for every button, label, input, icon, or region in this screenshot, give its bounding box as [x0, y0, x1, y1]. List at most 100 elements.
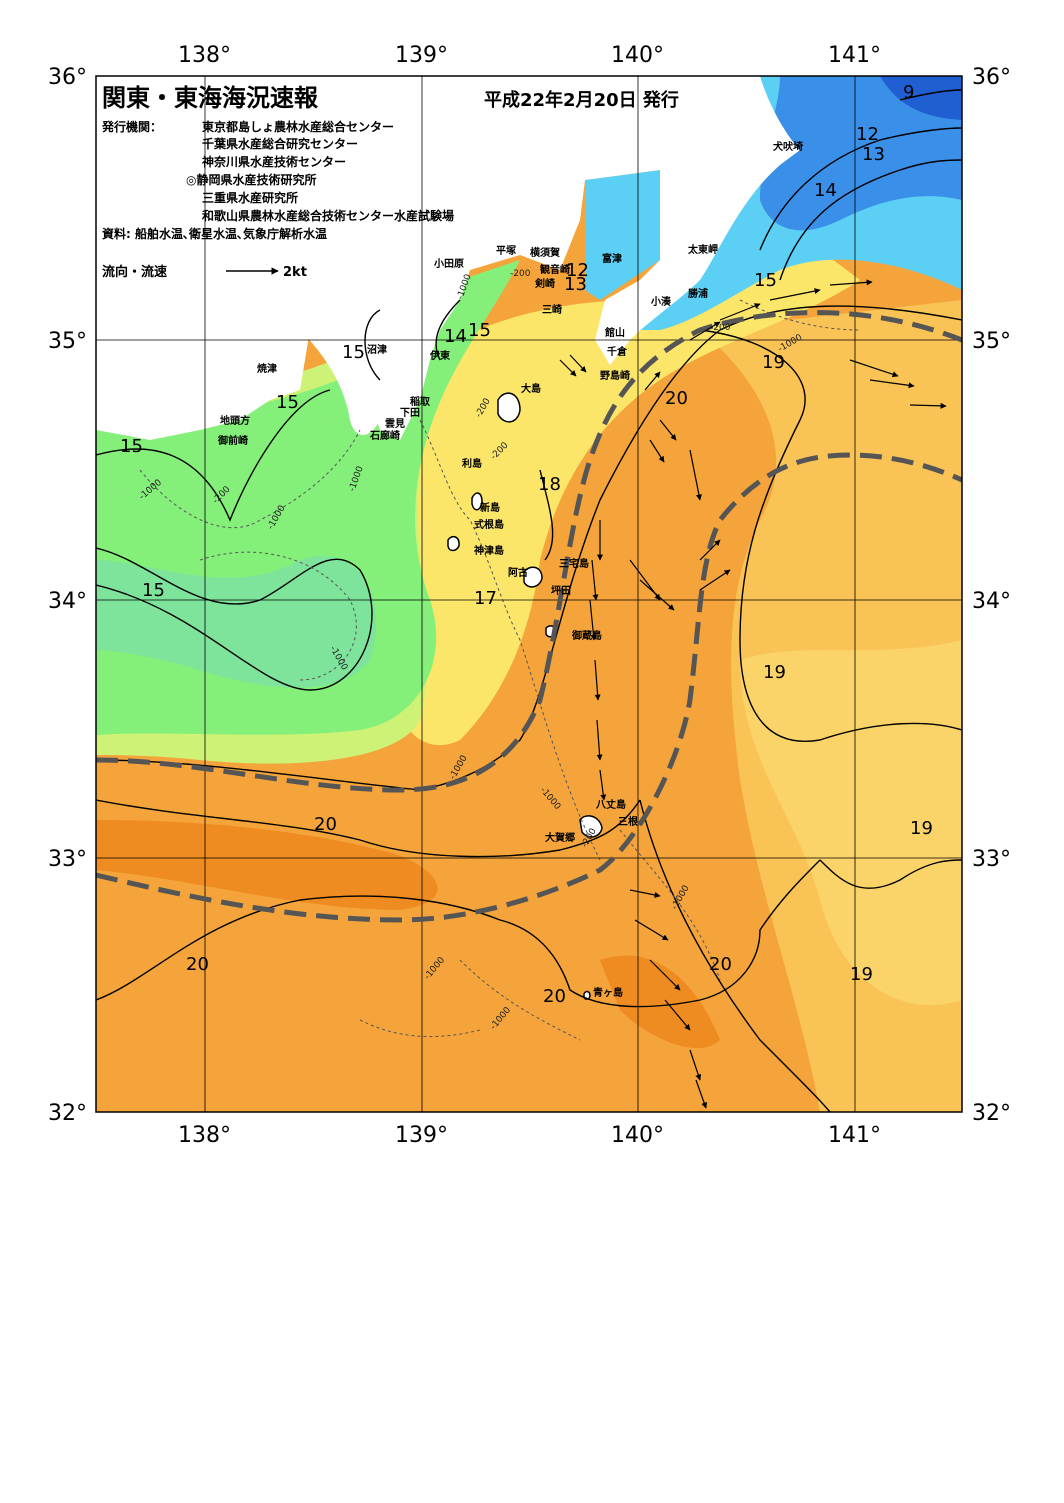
island-kozushima [447, 535, 460, 552]
isotherm-label: 15 [342, 342, 365, 363]
isotherm-label: 15 [754, 270, 777, 291]
place-label: 犬吠埼 [773, 140, 803, 153]
lat-label-left: 35° [48, 329, 87, 354]
place-label: 千倉 [607, 345, 628, 358]
map-body [96, 76, 962, 1112]
isotherm-label: 9 [903, 82, 914, 103]
place-label: 富津 [602, 252, 622, 265]
publisher-item: 東京都島しょ農林水産総合センター [202, 119, 394, 134]
place-label: 太東岬 [687, 243, 718, 256]
island-oshima [497, 392, 521, 423]
place-label: 石廊崎 [369, 429, 400, 442]
place-label: 御蔵島 [571, 629, 602, 642]
place-label: 伊東 [429, 349, 450, 362]
place-label: 野島崎 [600, 369, 630, 382]
lon-label-top: 141° [828, 43, 881, 68]
map-title: 関東・東海海況速報 [102, 84, 319, 112]
place-label: 剣崎 [534, 277, 555, 290]
place-label: 焼津 [257, 362, 277, 375]
publisher-label: 発行機関： [101, 119, 162, 134]
place-label: 坪田 [551, 584, 571, 597]
isotherm-label: 20 [186, 954, 209, 975]
isotherm-label: 12 [566, 260, 589, 281]
isotherm-label: 15 [120, 436, 143, 457]
place-label: 沼津 [367, 343, 387, 356]
lon-label-top: 140° [611, 43, 664, 68]
isotherm-label: 14 [814, 180, 837, 201]
place-label: 式根島 [474, 518, 504, 531]
isotherm-labels: 9 12 13 14 15 15 15 15 15 14 15 12 13 19… [120, 82, 933, 1007]
depth-label: -200 [710, 323, 731, 333]
place-label: 下田 [400, 407, 420, 419]
place-label: 神津島 [474, 544, 504, 557]
place-label: 阿古 [508, 566, 528, 579]
place-label: 観音崎 [540, 263, 570, 276]
isotherm-label: 19 [850, 964, 873, 985]
place-label: 利島 [462, 457, 482, 470]
deep-blue-water-ne [880, 76, 962, 120]
current-arrows [559, 279, 947, 1109]
depth-label: -200 [510, 269, 531, 279]
place-label: 大賀郷 [545, 831, 575, 844]
isotherm-label: 15 [276, 392, 299, 413]
kuroshio-axis [96, 310, 962, 923]
land-izu-peninsula [300, 300, 392, 435]
place-label: 平塚 [496, 244, 516, 257]
pale-water-east [740, 640, 962, 1006]
place-label: 三宅島 [559, 557, 589, 570]
lon-label-bottom: 138° [178, 1123, 231, 1148]
blue-water-north [760, 76, 962, 231]
lat-label-left: 34° [48, 589, 87, 614]
isotherm-label: 18 [538, 474, 561, 495]
isotherm-label: 19 [910, 818, 933, 839]
isotherm-label: 14 [444, 326, 467, 347]
land-honshu [96, 76, 800, 440]
lon-label-bottom: 139° [395, 1123, 448, 1148]
isotherm-label: 17 [474, 588, 497, 609]
isotherm-label: 15 [142, 580, 165, 601]
place-label: 小湊 [650, 295, 672, 308]
lon-label-top: 139° [395, 43, 448, 68]
lat-labels: 36° 35° 34° 33° 32° 36° 35° 34° 33° 32° [48, 65, 1011, 1126]
publisher-item: ◎静岡県水産技術研究所 [186, 172, 316, 187]
isotherm-label: 20 [665, 388, 688, 409]
isotherm-label: 12 [856, 124, 879, 145]
lat-lon-grid [96, 76, 962, 1112]
isotherm-label: 20 [314, 814, 337, 835]
map-frame [95, 75, 963, 1113]
place-label: 稲取 [410, 395, 431, 408]
isotherm-lines [96, 89, 962, 1112]
data-source: 資料: 船舶水温､衛星水温､気象庁解析水温 [102, 226, 327, 241]
island-miyakejima [523, 566, 543, 588]
lat-label-right: 34° [972, 589, 1011, 614]
lon-label-bottom: 141° [828, 1123, 881, 1148]
lat-label-left: 33° [48, 847, 87, 872]
place-label: 御前崎 [217, 434, 248, 447]
yellow-band [394, 250, 860, 746]
island-hachijojima [579, 815, 603, 838]
lat-label-left: 36° [48, 65, 87, 90]
isotherm-label: 19 [762, 352, 785, 373]
cool-patch-west [96, 556, 377, 688]
legend-scale: 2kt [283, 265, 307, 280]
publisher-item: 和歌山県農林水産総合技術センター水産試験場 [201, 208, 454, 223]
lon-labels: 138° 139° 140° 141° 138° 139° 140° 141° [178, 43, 881, 1148]
lon-label-top: 138° [178, 43, 231, 68]
isotherm-label: 19 [763, 662, 786, 683]
isotherm-label: 20 [543, 986, 566, 1007]
lat-label-right: 36° [972, 65, 1011, 90]
place-label: 小田原 [433, 257, 464, 270]
place-label: 八丈島 [595, 798, 626, 811]
place-label: 三根 [618, 815, 638, 828]
place-label: 三崎 [542, 303, 562, 316]
lat-label-left: 32° [48, 1101, 87, 1126]
place-label: 横須賀 [530, 246, 560, 259]
place-label: 勝浦 [688, 287, 708, 300]
publisher-item: 千葉県水産総合研究センター [202, 136, 358, 151]
tokyo-bay-water [585, 170, 660, 300]
isotherm-label: 20 [709, 954, 732, 975]
island-niijima [471, 492, 483, 511]
lat-label-right: 33° [972, 847, 1011, 872]
lat-label-right: 35° [972, 329, 1011, 354]
